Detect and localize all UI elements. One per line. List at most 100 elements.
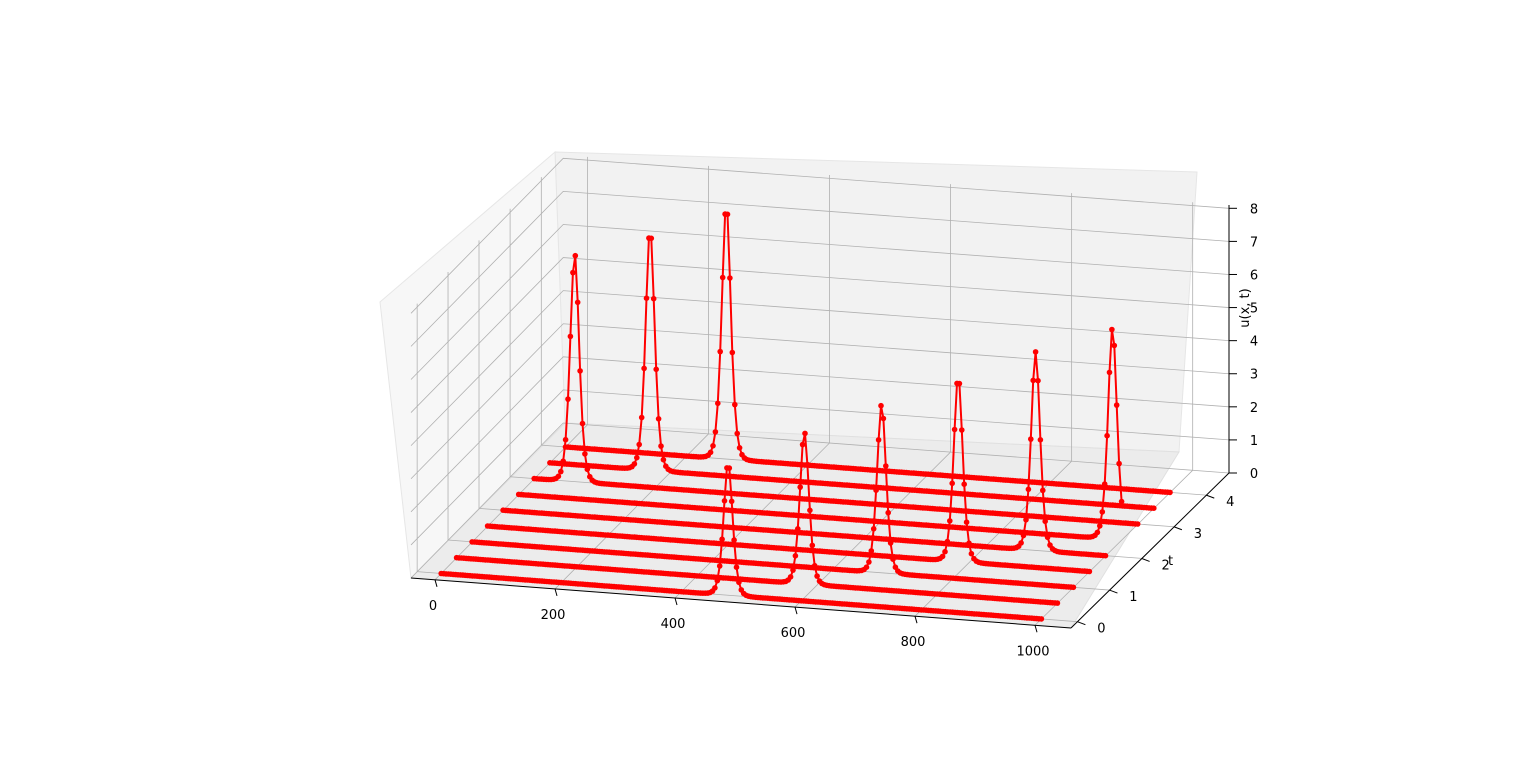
data-point-4-225	[1042, 518, 1048, 525]
data-point-5-248	[1113, 402, 1120, 408]
data-point-0-118	[721, 498, 728, 504]
data-point-1-250	[1054, 600, 1061, 606]
data-point-4-217	[1023, 517, 1029, 523]
data-point-1-141	[792, 553, 799, 559]
u-axis-label: u(x, t)	[1238, 288, 1253, 327]
t-tick-1	[1109, 589, 1118, 594]
u-tick-label-0: 0	[1250, 467, 1258, 482]
t-tick-label-3: 3	[1194, 527, 1202, 542]
data-series	[438, 211, 1173, 622]
data-point-8-69	[729, 349, 736, 356]
u-gridline-7	[410, 190, 1230, 347]
u-tick-label-2: 2	[1250, 401, 1258, 416]
u-gridline-8	[410, 157, 1230, 314]
data-point-7-44	[653, 366, 659, 373]
series-t-3.5	[547, 235, 1157, 512]
data-point-0-114	[712, 585, 718, 591]
t-tick-label-2: 2	[1161, 558, 1169, 573]
data-point-2-173	[885, 509, 891, 516]
data-point-2-165	[866, 559, 872, 565]
u-tick-label-5: 5	[1250, 302, 1258, 317]
data-point-2-171	[880, 415, 887, 422]
data-point-8-68	[727, 275, 733, 281]
data-point-2-170	[878, 402, 884, 409]
data-point-1-149	[811, 562, 818, 569]
data-point-3-190	[942, 548, 948, 555]
x-tick-label-200: 200	[541, 608, 566, 623]
data-point-1-150	[814, 573, 820, 579]
data-point-6-21	[582, 451, 588, 457]
series-t-1.5	[484, 380, 1093, 575]
data-point-7-40	[643, 295, 650, 302]
data-point-1-144	[799, 441, 806, 448]
u-gridline-3	[410, 323, 1230, 480]
data-point-8-64	[717, 348, 723, 355]
data-point-1-143	[797, 484, 803, 490]
data-point-8-67	[724, 211, 731, 218]
data-point-7-47	[660, 456, 667, 463]
back-pane	[554, 151, 1198, 453]
x-tick-0	[434, 579, 438, 587]
data-point-5-246	[1109, 326, 1115, 333]
data-point-5-242	[1099, 509, 1106, 515]
data-point-6-11	[558, 468, 564, 475]
data-point-1-140	[790, 567, 796, 573]
data-point-2-164	[863, 564, 870, 570]
series-t-2	[500, 349, 1109, 559]
data-point-6-18	[574, 299, 581, 306]
data-point-0-120	[726, 465, 733, 471]
axes: 0 200 400 600 800 1000 0 1 2 3 4 0 1 2 3 4 5 6 7 8	[410, 202, 1258, 659]
data-point-4-250	[1102, 552, 1109, 559]
t-tick-4	[1206, 494, 1215, 499]
data-point-0-116	[716, 563, 723, 569]
data-point-8-61	[710, 443, 716, 449]
data-point-2-167	[870, 526, 877, 532]
u-tick-label-8: 8	[1250, 202, 1258, 217]
u-gridline-4	[410, 290, 1230, 446]
data-point-7-39	[641, 365, 647, 372]
u-tick-label-4: 4	[1250, 335, 1258, 350]
u-gridline-5	[410, 257, 1230, 413]
x-tick-400	[674, 597, 678, 606]
u-tick-label-7: 7	[1250, 235, 1258, 250]
data-point-4-222	[1035, 377, 1041, 384]
t-tick-0	[1077, 621, 1086, 626]
data-point-4-215	[1018, 540, 1024, 546]
t-axis-line	[1070, 472, 1230, 629]
data-point-4-219	[1028, 436, 1034, 442]
data-point-3-194	[951, 426, 958, 433]
data-point-7-43	[650, 295, 657, 302]
data-point-0-123	[733, 564, 740, 570]
u-gridline-2	[410, 356, 1230, 513]
x-tick-200	[554, 588, 558, 597]
data-point-5-241	[1097, 523, 1103, 529]
data-point-7-46	[658, 443, 664, 449]
x-tick-label-1000: 1000	[1016, 644, 1049, 659]
x-axis-line	[410, 577, 1072, 629]
u-tick-label-3: 3	[1250, 368, 1258, 383]
data-point-8-71	[734, 430, 740, 437]
u-gridline-6	[410, 224, 1230, 380]
data-point-0-121	[728, 498, 735, 505]
data-point-7-36	[634, 454, 640, 461]
data-point-5-245	[1106, 369, 1113, 376]
data-point-3-192	[947, 518, 953, 524]
data-point-8-62	[712, 429, 719, 435]
data-point-1-146	[804, 461, 811, 468]
data-point-1-145	[802, 430, 808, 437]
data-point-4-223	[1037, 437, 1044, 443]
series-t-0.5	[453, 430, 1061, 606]
data-point-7-42	[648, 235, 655, 242]
data-point-6-20	[579, 420, 586, 427]
data-point-2-250	[1070, 584, 1077, 591]
data-point-1-139	[787, 574, 794, 580]
data-point-1-148	[809, 542, 816, 549]
data-point-7-38	[638, 414, 645, 421]
x-tick-label-0: 0	[429, 599, 437, 614]
t-tick-3	[1173, 526, 1183, 531]
data-point-7-45	[655, 416, 662, 422]
data-point-7-35	[631, 461, 638, 467]
t-tick-label-0: 0	[1097, 622, 1105, 637]
data-point-3-197	[959, 427, 965, 433]
